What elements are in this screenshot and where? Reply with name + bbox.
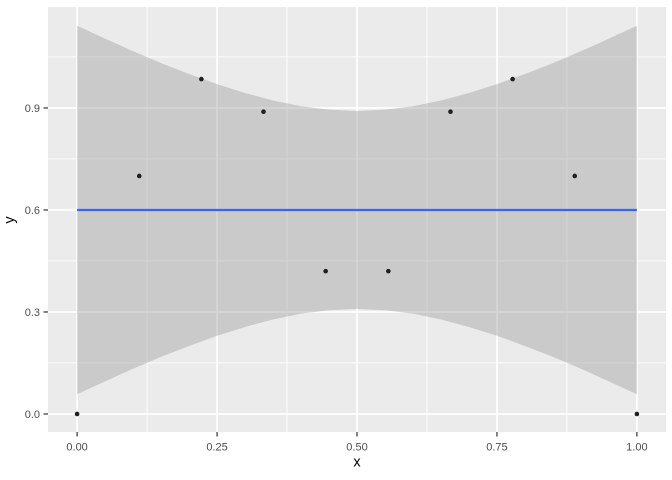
data-point xyxy=(572,173,578,179)
x-tick-label: 0.00 xyxy=(66,442,87,454)
x-tick-label: 0.75 xyxy=(486,442,507,454)
y-tick-label: 0.3 xyxy=(25,307,40,319)
x-axis-title: x xyxy=(353,455,361,471)
x-tick-labels: 0.00 0.25 0.50 0.75 1.00 xyxy=(66,442,647,454)
y-tick-label: 0.9 xyxy=(25,103,40,115)
data-point xyxy=(386,268,391,274)
x-tick-label: 1.00 xyxy=(626,442,647,454)
y-tick-label: 0.0 xyxy=(25,409,40,421)
data-points xyxy=(74,76,640,417)
data-point xyxy=(448,109,453,115)
data-point xyxy=(74,411,80,417)
data-point xyxy=(510,76,515,82)
y-tick-label: 0.6 xyxy=(25,205,40,217)
data-point xyxy=(634,411,640,417)
data-point xyxy=(323,268,328,274)
data-point xyxy=(261,109,266,115)
y-axis-title: y xyxy=(2,216,18,224)
data-point xyxy=(199,76,204,82)
data-point xyxy=(136,173,142,179)
x-tick-label: 0.50 xyxy=(346,442,367,454)
x-tick-label: 0.25 xyxy=(206,442,227,454)
y-tick-labels: 0.0 0.3 0.6 0.9 xyxy=(25,103,40,421)
axis-ticks xyxy=(43,107,638,437)
